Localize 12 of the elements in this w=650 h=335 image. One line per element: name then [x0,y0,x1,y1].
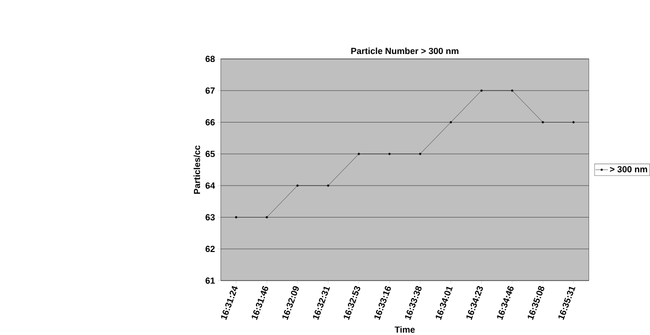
y-tick-label: 61 [206,277,215,284]
x-axis-title: Time [394,326,415,333]
legend-label: > 300 nm [610,166,648,172]
chart-title: Particle Number > 300 nm [351,48,458,54]
y-tick-label: 67 [206,87,215,94]
y-tick-label: 65 [206,150,215,157]
y-tick-label: 66 [206,119,215,126]
y-tick-label: 68 [206,56,215,62]
y-axis-title: Particles/cc [194,145,200,194]
y-tick-label: 64 [206,182,216,189]
y-tick-label: 63 [206,214,215,220]
y-tick-label: 62 [206,246,215,252]
